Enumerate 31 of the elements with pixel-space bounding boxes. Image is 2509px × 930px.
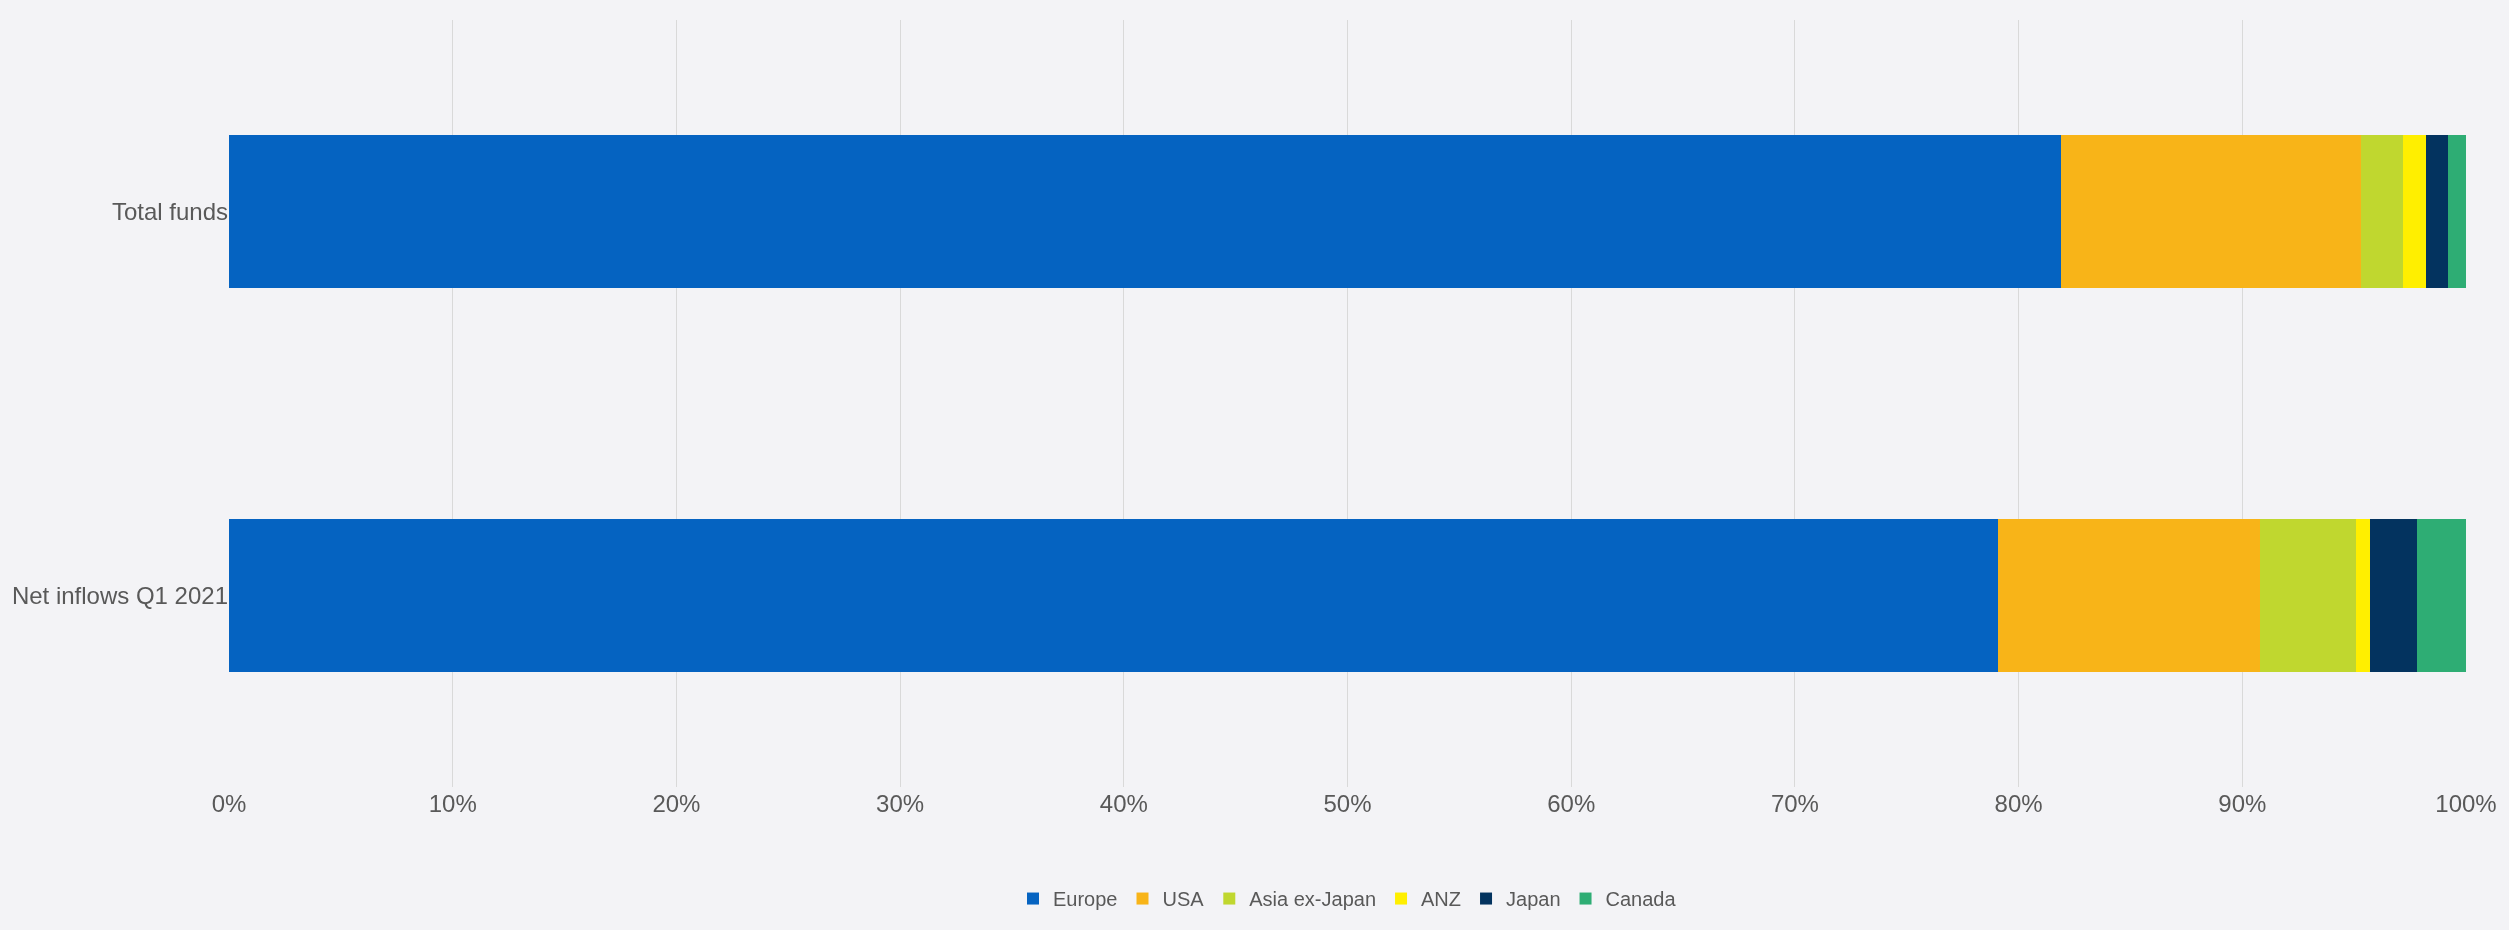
bar	[2360, 135, 2404, 289]
legend-label: ANZ	[1421, 888, 1462, 911]
x-tick-label: 40%	[1099, 790, 1148, 817]
y-tick-label: Total funds	[111, 198, 228, 226]
legend-label: Asia ex-Japan	[1249, 888, 1377, 911]
bar	[229, 518, 1999, 672]
bar	[2260, 518, 2357, 672]
bar	[229, 135, 2062, 289]
bar	[2369, 518, 2417, 672]
bar	[2061, 135, 2361, 289]
legend-label: Europe	[1053, 888, 1118, 911]
bar	[1998, 518, 2261, 672]
x-tick-label: 20%	[652, 790, 701, 817]
x-tick-label: 80%	[1994, 790, 2043, 817]
bar	[2403, 135, 2426, 289]
y-tick-label: Net inflows Q1 2021	[11, 581, 228, 609]
x-tick-label: 90%	[2218, 790, 2267, 817]
x-tick-label: 0%	[211, 790, 247, 817]
legend-label: USA	[1162, 888, 1205, 911]
legend-label: Japan	[1506, 888, 1561, 911]
legend-label: Canada	[1605, 888, 1677, 911]
bar	[2448, 135, 2466, 289]
bar	[2356, 518, 2370, 672]
x-tick-label: 60%	[1547, 790, 1596, 817]
x-tick-label: 10%	[428, 790, 477, 817]
x-tick-label: 70%	[1770, 790, 1819, 817]
bar	[2425, 135, 2449, 289]
x-tick-label: 50%	[1323, 790, 1372, 817]
x-tick-label: 100%	[2435, 790, 2497, 817]
x-tick-label: 30%	[876, 790, 925, 817]
bar	[2416, 518, 2466, 672]
